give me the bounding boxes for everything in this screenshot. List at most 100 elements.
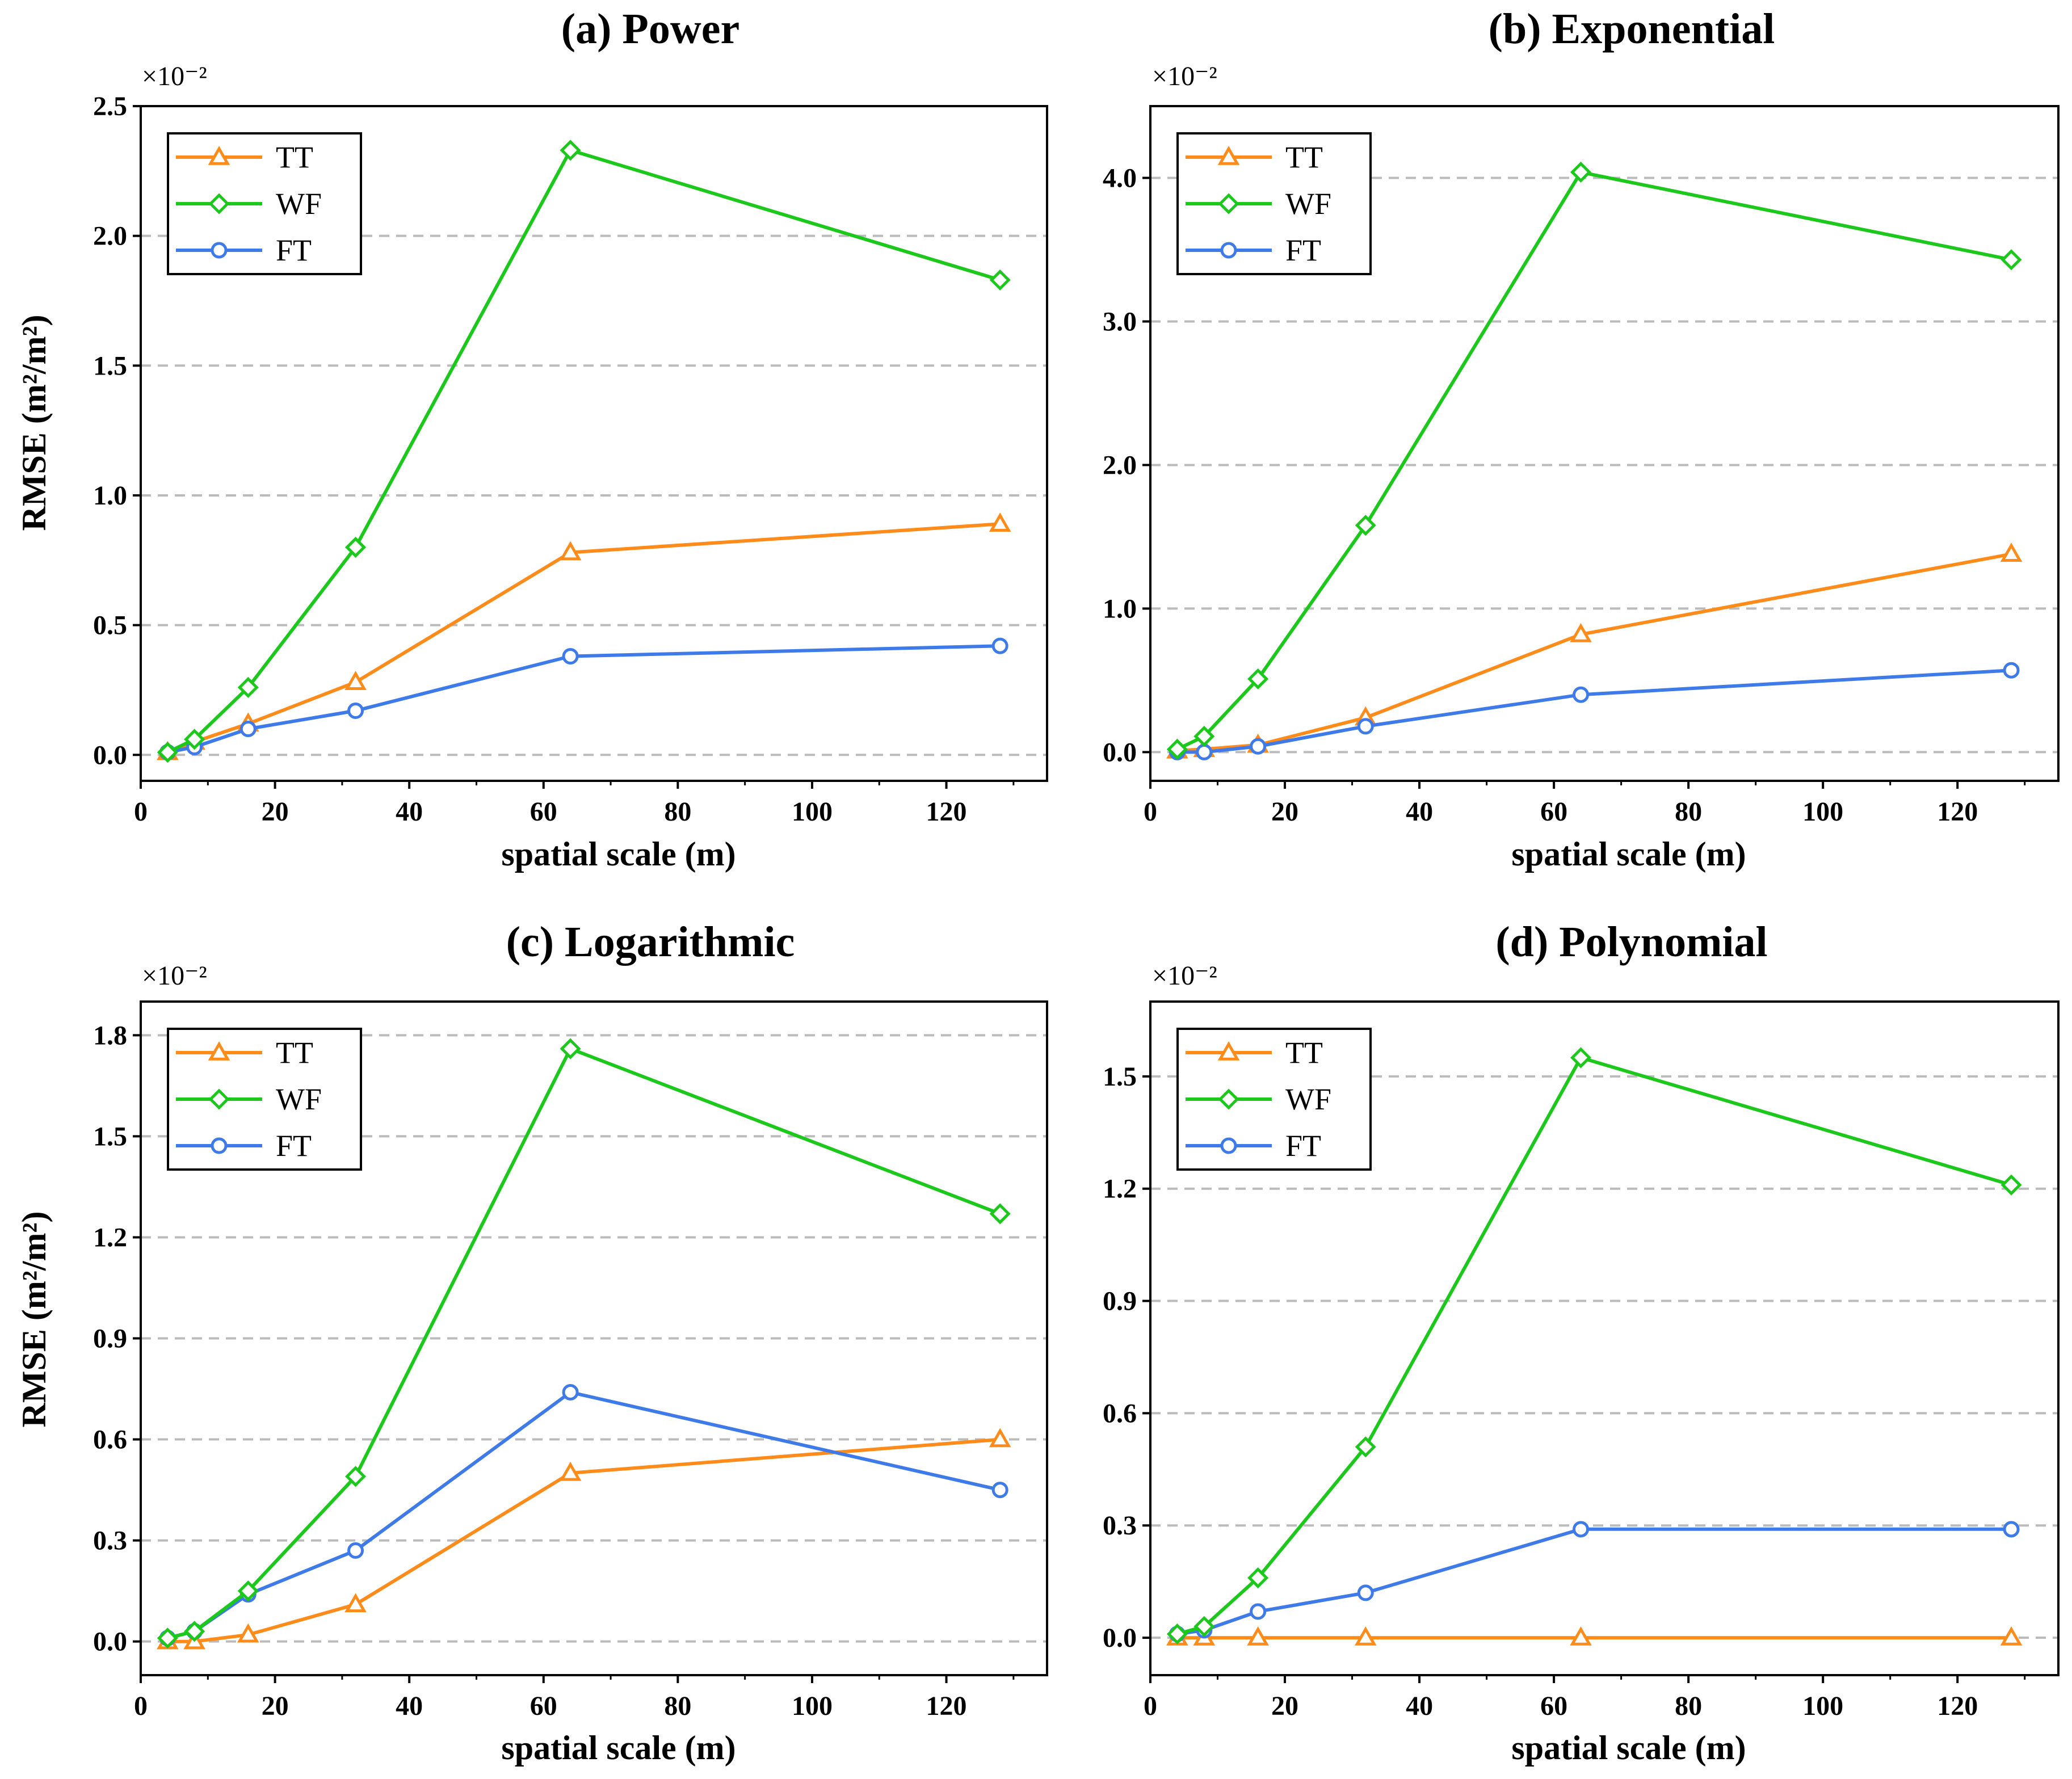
data-point-wf: [2000, 1174, 2022, 1196]
x-tick-label: 40: [1406, 797, 1433, 827]
x-tick-label: 100: [792, 797, 833, 827]
data-point-wf: [1193, 1616, 1215, 1637]
chart-title: (a) Power: [561, 5, 739, 53]
series-line-ft: [167, 644, 1001, 754]
legend-marker-ft: [1220, 242, 1237, 259]
x-tick-label: 0: [1144, 1691, 1157, 1721]
data-point-tt: [559, 541, 582, 561]
series-wf: [157, 140, 1011, 763]
x-tick-label: 40: [396, 797, 423, 827]
series-ft: [1169, 1521, 2020, 1642]
y-tick-label: 1.5: [93, 1121, 127, 1151]
legend-marker-ft: [211, 242, 228, 259]
data-point-wf: [345, 536, 367, 558]
legend-marker-wf: [1218, 1088, 1239, 1110]
data-point-tt: [1354, 1626, 1377, 1646]
data-point-wf: [237, 1580, 259, 1602]
data-point-wf: [1193, 726, 1215, 747]
series-line-tt: [1177, 552, 2012, 752]
data-point-ft: [1250, 738, 1267, 755]
data-point-wf: [1355, 515, 1376, 536]
x-tick-label: 40: [1406, 1691, 1433, 1721]
data-point-wf: [237, 676, 259, 698]
y-tick-label: 2.0: [1103, 450, 1137, 480]
data-point-ft: [1357, 1584, 1374, 1601]
legend-label-wf: WF: [276, 1082, 322, 1116]
x-tick-label: 40: [396, 1691, 423, 1721]
legend-marker-ft: [1220, 1137, 1237, 1154]
data-point-ft: [991, 1482, 1008, 1499]
y-tick-label: 0.6: [1103, 1398, 1137, 1428]
data-point-ft: [1573, 1521, 1590, 1538]
plot-frame: [1149, 1000, 2060, 1676]
legend-label-wf: WF: [1285, 187, 1331, 221]
data-point-wf: [1355, 1436, 1376, 1458]
data-point-tt: [2000, 1626, 2023, 1646]
x-tick-label: 120: [926, 797, 967, 827]
y-scale-label: ×10⁻²: [142, 61, 207, 91]
y-tick-label: 1.2: [93, 1222, 127, 1252]
plot-frame: [140, 105, 1048, 782]
data-point-ft: [347, 1542, 364, 1559]
legend-marker-wf: [208, 1088, 230, 1110]
data-point-tt: [1247, 1626, 1269, 1646]
y-scale-label: ×10⁻²: [142, 961, 207, 991]
legend-label-ft: FT: [276, 233, 312, 267]
panel-exponential: (b) Exponential ×10⁻² spatial scale (m) …: [1103, 5, 2060, 873]
legend-label-tt: TT: [1285, 140, 1323, 174]
plot-frame: [1149, 105, 2060, 782]
data-point-wf: [184, 729, 205, 750]
x-tick-label: 20: [1271, 1691, 1298, 1721]
legend-label-ft: FT: [1285, 1129, 1321, 1163]
data-point-wf: [1247, 1567, 1269, 1589]
data-point-wf: [989, 1203, 1011, 1225]
series-ft: [159, 637, 1008, 761]
grid-lines: [1150, 176, 2058, 754]
data-point-tt: [2000, 542, 2023, 562]
data-point-ft: [1573, 686, 1590, 703]
data-point-wf: [1247, 668, 1269, 689]
y-tick-label: 0.5: [93, 611, 127, 641]
y-tick-label: 0.3: [93, 1526, 127, 1556]
panel-polynomial: (d) Polynomial ×10⁻² spatial scale (m) 0…: [1103, 918, 2060, 1767]
data-point-ft: [1196, 743, 1213, 760]
series-wf: [157, 1038, 1011, 1649]
y-tick-label: 0.0: [93, 1627, 127, 1657]
y-tick-label: 1.0: [93, 481, 127, 511]
series-tt: [1166, 1626, 2023, 1646]
y-axis-label: RMSE (m²/m²): [15, 315, 53, 531]
data-point-wf: [1166, 1623, 1188, 1645]
x-tick-label: 80: [664, 797, 691, 827]
data-point-tt: [344, 1593, 367, 1613]
data-point-wf: [1166, 738, 1188, 760]
data-point-ft: [562, 1383, 579, 1401]
data-point-tt: [1570, 623, 1592, 642]
legend-marker-tt: [1217, 1041, 1240, 1061]
data-point-wf: [560, 140, 581, 161]
x-tick-label: 80: [664, 1691, 691, 1721]
x-tick-label: 20: [262, 1691, 289, 1721]
y-tick-label: 2.5: [93, 91, 127, 121]
data-point-ft: [1250, 1603, 1267, 1620]
series-line-tt: [167, 522, 1001, 754]
x-tick-label: 100: [1802, 797, 1843, 827]
data-point-wf: [989, 269, 1011, 291]
x-tick-label: 20: [1271, 797, 1298, 827]
y-tick-label: 0.9: [93, 1324, 127, 1354]
data-point-wf: [157, 742, 178, 763]
data-point-wf: [345, 1466, 367, 1487]
x-tick-label: 60: [530, 797, 557, 827]
x-tick-label: 120: [1937, 1691, 1978, 1721]
data-point-ft: [991, 637, 1008, 654]
chart-title: (b) Exponential: [1489, 5, 1775, 53]
y-tick-label: 0.0: [1103, 737, 1137, 767]
data-point-tt: [989, 512, 1011, 532]
chart-title: (d) Polynomial: [1495, 918, 1767, 966]
x-axis-label: spatial scale (m): [1511, 1729, 1746, 1767]
legend-label-tt: TT: [1285, 1036, 1323, 1070]
y-tick-label: 1.5: [93, 351, 127, 381]
y-tick-label: 3.0: [1103, 306, 1137, 337]
data-point-ft: [239, 721, 257, 738]
legend-label-ft: FT: [276, 1129, 312, 1163]
